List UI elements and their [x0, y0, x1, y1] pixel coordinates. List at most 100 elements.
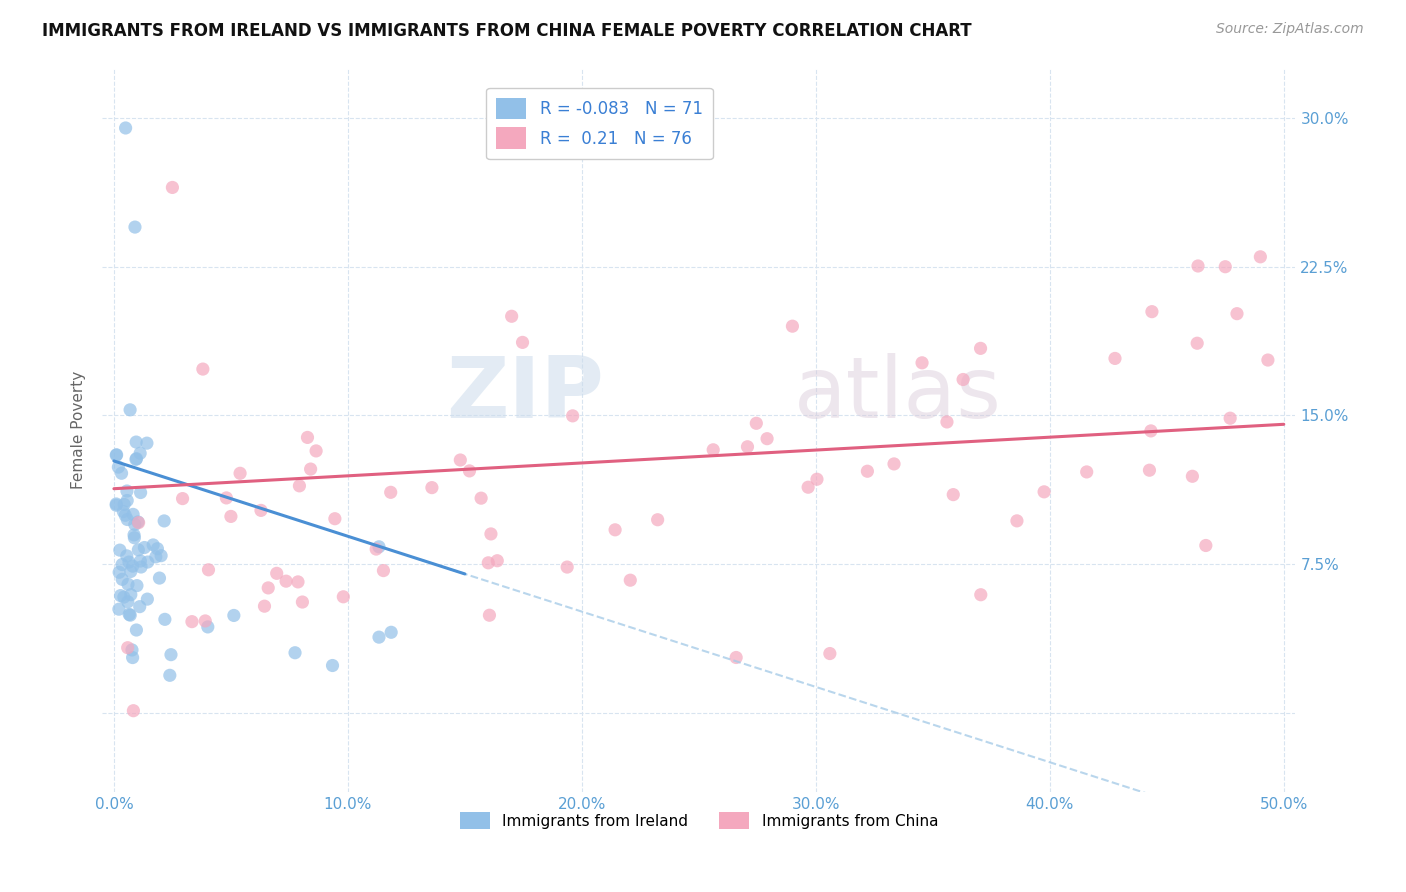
- Point: [299, 462, 322, 476]
- Point: [458, 464, 481, 478]
- Point: [1195, 539, 1218, 553]
- Point: [129, 446, 152, 460]
- Y-axis label: Female Poverty: Female Poverty: [72, 371, 86, 490]
- Point: [115, 549, 138, 563]
- Point: [479, 527, 502, 541]
- Point: [122, 704, 145, 718]
- Point: [127, 542, 149, 557]
- Point: [603, 523, 626, 537]
- Point: [112, 497, 135, 511]
- Point: [332, 590, 354, 604]
- Point: [477, 556, 499, 570]
- Point: [145, 549, 167, 564]
- Point: [818, 647, 841, 661]
- Point: [1219, 411, 1241, 425]
- Point: [266, 566, 288, 581]
- Point: [172, 491, 194, 506]
- Point: [1076, 465, 1098, 479]
- Point: [257, 581, 280, 595]
- Point: [1005, 514, 1028, 528]
- Point: [191, 362, 214, 376]
- Point: [135, 436, 157, 450]
- Point: [297, 430, 319, 444]
- Point: [125, 452, 148, 467]
- Point: [368, 630, 391, 644]
- Point: [219, 509, 242, 524]
- Point: [287, 574, 309, 589]
- Point: [1104, 351, 1126, 366]
- Point: [117, 640, 139, 655]
- Point: [150, 549, 173, 563]
- Text: ZIP: ZIP: [446, 352, 603, 435]
- Point: [1257, 353, 1279, 368]
- Point: [1187, 259, 1209, 273]
- Point: [108, 602, 131, 616]
- Point: [373, 564, 395, 578]
- Point: [128, 516, 150, 530]
- Point: [134, 541, 156, 555]
- Point: [222, 608, 245, 623]
- Point: [125, 435, 148, 450]
- Point: [215, 491, 238, 505]
- Point: [136, 555, 159, 569]
- Point: [756, 432, 779, 446]
- Point: [647, 513, 669, 527]
- Text: IMMIGRANTS FROM IRELAND VS IMMIGRANTS FROM CHINA FEMALE POVERTY CORRELATION CHAR: IMMIGRANTS FROM IRELAND VS IMMIGRANTS FR…: [42, 22, 972, 40]
- Point: [120, 608, 142, 623]
- Point: [782, 319, 804, 334]
- Point: [1139, 463, 1161, 477]
- Point: [380, 485, 402, 500]
- Point: [420, 481, 443, 495]
- Point: [288, 479, 311, 493]
- Point: [153, 514, 176, 528]
- Point: [125, 451, 148, 466]
- Point: [105, 497, 128, 511]
- Point: [117, 577, 139, 591]
- Point: [1181, 469, 1204, 483]
- Point: [911, 356, 934, 370]
- Point: [153, 612, 176, 626]
- Point: [1140, 304, 1163, 318]
- Point: [105, 498, 128, 512]
- Point: [970, 588, 993, 602]
- Point: [129, 554, 152, 568]
- Point: [118, 555, 141, 569]
- Point: [129, 485, 152, 500]
- Point: [274, 574, 297, 589]
- Point: [128, 599, 150, 614]
- Point: [108, 566, 131, 580]
- Point: [1033, 484, 1056, 499]
- Point: [942, 488, 965, 502]
- Point: [162, 180, 184, 194]
- Point: [117, 512, 139, 526]
- Point: [120, 402, 142, 417]
- Point: [702, 442, 724, 457]
- Point: [124, 531, 146, 545]
- Point: [117, 595, 139, 609]
- Point: [501, 310, 523, 324]
- Point: [105, 448, 128, 462]
- Legend: Immigrants from Ireland, Immigrants from China: Immigrants from Ireland, Immigrants from…: [453, 806, 945, 835]
- Point: [725, 650, 748, 665]
- Point: [969, 342, 991, 356]
- Point: [1140, 424, 1163, 438]
- Point: [122, 508, 145, 522]
- Text: atlas: atlas: [794, 352, 1002, 435]
- Point: [127, 515, 149, 529]
- Point: [883, 457, 905, 471]
- Point: [1226, 307, 1249, 321]
- Point: [121, 643, 143, 657]
- Point: [142, 538, 165, 552]
- Point: [111, 572, 134, 586]
- Point: [115, 483, 138, 498]
- Point: [745, 417, 768, 431]
- Point: [111, 558, 134, 572]
- Point: [936, 415, 959, 429]
- Point: [112, 590, 135, 604]
- Point: [194, 614, 217, 628]
- Point: [561, 409, 583, 423]
- Point: [952, 372, 974, 386]
- Point: [380, 625, 402, 640]
- Point: [108, 543, 131, 558]
- Point: [110, 467, 132, 481]
